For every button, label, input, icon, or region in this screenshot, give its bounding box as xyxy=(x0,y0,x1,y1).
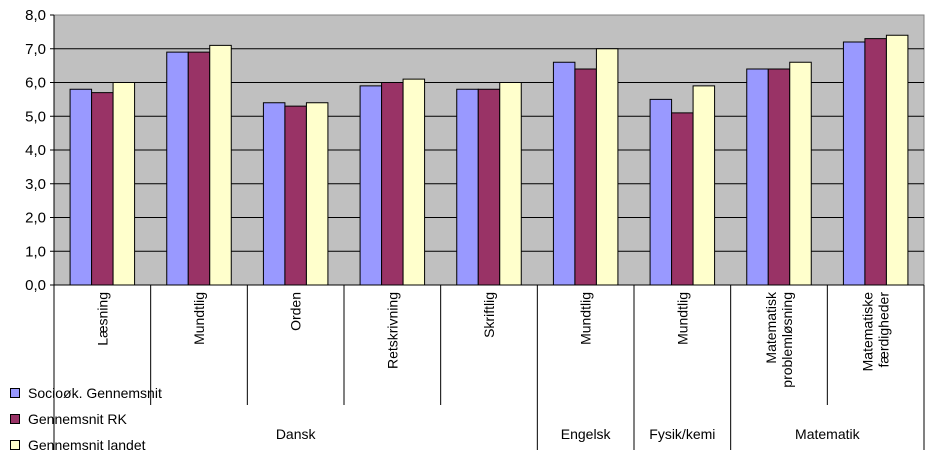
category-label: Skriftlig xyxy=(481,292,497,338)
bar xyxy=(746,68,769,286)
legend-label: Gennemsnit landet xyxy=(28,437,146,453)
y-tick-label: 5,0 xyxy=(25,108,46,125)
bar xyxy=(649,98,673,286)
category-label: Mundtlig xyxy=(578,292,594,345)
legend-label: Gennemsnit RK xyxy=(28,411,127,427)
y-tick-label: 8,0 xyxy=(25,7,46,24)
legend-label: Socioøk. Gennemsnit xyxy=(28,385,162,401)
legend-item: Gennemsnit RK xyxy=(10,406,162,432)
y-tick-label: 4,0 xyxy=(25,142,46,159)
category-label-line: Retskrivning xyxy=(384,292,400,369)
category-label-line: Mundtlig xyxy=(674,292,690,345)
y-tick-label: 0,0 xyxy=(25,277,46,294)
group-label: Matematik xyxy=(795,426,861,442)
y-tick-label: 7,0 xyxy=(25,41,46,58)
category-label-line: problemløsning xyxy=(779,292,795,388)
category-label: Læsning xyxy=(94,292,110,346)
bar xyxy=(767,68,791,286)
legend-item: Gennemsnit landet xyxy=(10,432,162,458)
category-label: Orden xyxy=(288,292,304,331)
category-label: Mundtlig xyxy=(674,292,690,345)
y-tick-label: 2,0 xyxy=(25,210,46,227)
bar xyxy=(166,51,189,286)
bar xyxy=(284,105,307,286)
legend-swatch xyxy=(10,440,20,450)
category-label-line: Læsning xyxy=(94,292,110,346)
bar xyxy=(112,82,136,286)
category-label-line: Mundtlig xyxy=(191,292,207,345)
bar xyxy=(595,48,619,286)
bar xyxy=(499,82,522,286)
bar xyxy=(552,61,576,286)
bar xyxy=(477,88,501,286)
bar xyxy=(305,102,329,286)
category-label: Mundtlig xyxy=(191,292,207,345)
bars xyxy=(69,34,909,286)
category-label-line: færdigheder xyxy=(876,292,892,368)
category-label: Matematiskproblemløsning xyxy=(763,291,795,388)
y-tick-label: 3,0 xyxy=(25,176,46,193)
bar xyxy=(864,38,887,286)
bar xyxy=(692,85,716,286)
bar xyxy=(91,92,114,286)
bar xyxy=(402,78,426,286)
category-label: Retskrivning xyxy=(384,292,400,369)
x-axis: Læsning Mundtlig Orden Retskrivning Skriftli… xyxy=(53,15,925,450)
category-label-line: Skriftlig xyxy=(481,292,497,338)
group-label: Fysik/kemi xyxy=(649,426,715,442)
bar xyxy=(381,82,404,286)
bar xyxy=(187,51,211,286)
bar xyxy=(209,44,232,286)
bar xyxy=(842,41,866,286)
bar xyxy=(885,34,909,286)
category-label-line: Matematiske xyxy=(860,292,876,372)
category-label-line: Mundtlig xyxy=(578,292,594,345)
bar xyxy=(671,112,694,286)
y-axis-ticks: 0,0 1,0 2,0 3,0 4,0 5,0 6,0 7,0 8,0 xyxy=(25,7,54,294)
legend-swatch xyxy=(10,388,20,398)
y-tick-label: 6,0 xyxy=(25,75,46,92)
group-label: Dansk xyxy=(276,426,317,442)
group-label: Engelsk xyxy=(561,426,612,442)
legend-item: Socioøk. Gennemsnit xyxy=(10,380,162,406)
bar xyxy=(262,102,286,286)
category-label-line: Matematisk xyxy=(763,291,779,364)
bar xyxy=(789,61,812,286)
y-tick-label: 1,0 xyxy=(25,243,46,260)
bar xyxy=(69,88,93,286)
bar xyxy=(574,68,597,286)
legend: Socioøk. Gennemsnit Gennemsnit RK Gennem… xyxy=(10,380,162,458)
category-label: Matematiskefærdigheder xyxy=(860,292,892,372)
legend-swatch xyxy=(10,414,20,424)
bar xyxy=(359,85,383,286)
bar xyxy=(456,88,479,286)
category-label-line: Orden xyxy=(288,292,304,331)
